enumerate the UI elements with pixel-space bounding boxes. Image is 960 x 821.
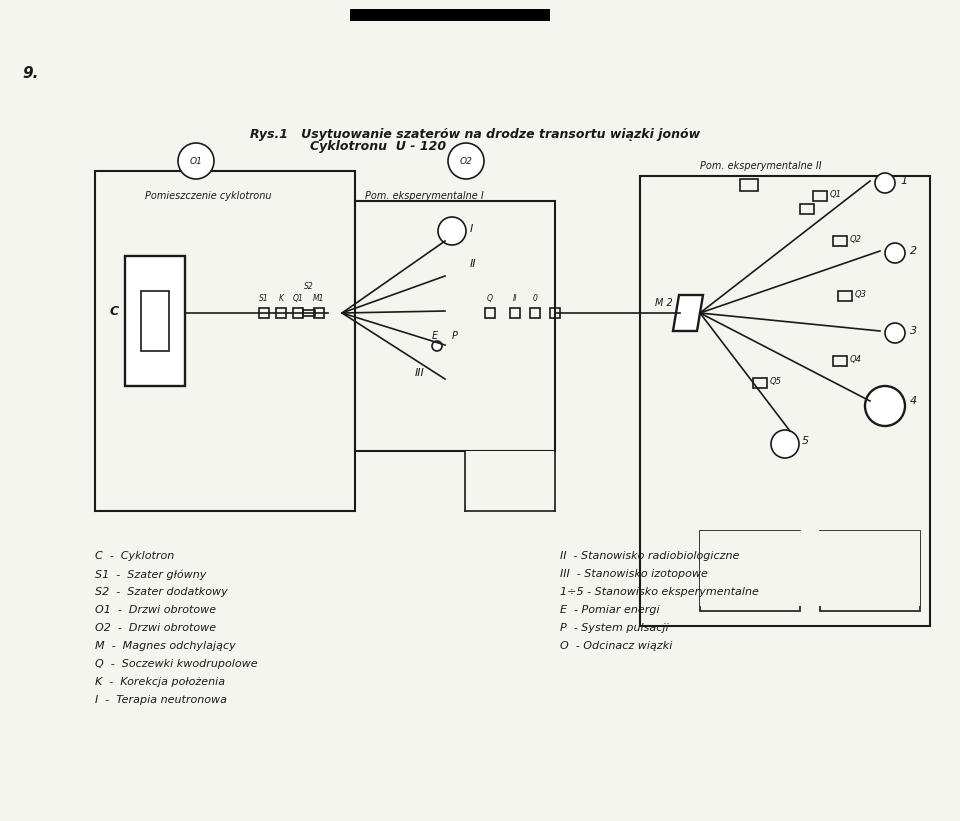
Bar bbox=[820, 531, 920, 611]
Bar bbox=[838, 291, 852, 301]
Text: S2  -  Szater dodatkowy: S2 - Szater dodatkowy bbox=[95, 587, 228, 597]
Text: Cyklotronu  U - 120: Cyklotronu U - 120 bbox=[310, 140, 446, 153]
Circle shape bbox=[438, 217, 466, 245]
Bar bbox=[833, 236, 847, 246]
Text: Q2: Q2 bbox=[850, 235, 862, 244]
Text: II  - Stanowisko radiobiologiczne: II - Stanowisko radiobiologiczne bbox=[560, 551, 739, 561]
Text: M  -  Magnes odchylający: M - Magnes odchylający bbox=[95, 641, 236, 651]
Text: Pom. eksperymentalne I: Pom. eksperymentalne I bbox=[365, 191, 484, 201]
Circle shape bbox=[885, 243, 905, 263]
Bar bbox=[800, 204, 814, 214]
Polygon shape bbox=[673, 295, 703, 331]
Text: 4: 4 bbox=[910, 396, 917, 406]
Text: Q1: Q1 bbox=[293, 294, 303, 303]
Text: C  -  Cyklotron: C - Cyklotron bbox=[95, 551, 175, 561]
Text: S2: S2 bbox=[304, 282, 314, 291]
Text: S1  -  Szater główny: S1 - Szater główny bbox=[95, 569, 206, 580]
Text: I: I bbox=[470, 224, 473, 234]
Text: Q4: Q4 bbox=[850, 355, 862, 364]
Text: P: P bbox=[452, 331, 458, 341]
Text: O2  -  Drzwi obrotowe: O2 - Drzwi obrotowe bbox=[95, 623, 216, 633]
Text: E: E bbox=[432, 331, 438, 341]
Text: 5: 5 bbox=[802, 436, 809, 446]
Circle shape bbox=[432, 341, 442, 351]
Text: Pomieszczenie cyklotronu: Pomieszczenie cyklotronu bbox=[145, 191, 272, 201]
Text: S1: S1 bbox=[259, 294, 269, 303]
Text: M1: M1 bbox=[313, 294, 324, 303]
Circle shape bbox=[771, 430, 799, 458]
Circle shape bbox=[865, 386, 905, 426]
Text: Rys.1   Usytuowanie szaterów na drodze transortu wiązki jonów: Rys.1 Usytuowanie szaterów na drodze tra… bbox=[250, 128, 700, 141]
Text: M 2: M 2 bbox=[655, 298, 673, 308]
Text: Q1: Q1 bbox=[830, 190, 842, 199]
Circle shape bbox=[875, 173, 895, 193]
Text: K: K bbox=[278, 294, 283, 303]
Bar bbox=[355, 201, 555, 451]
Bar bbox=[350, 9, 550, 21]
Circle shape bbox=[885, 323, 905, 343]
Bar bbox=[465, 451, 555, 511]
Bar bbox=[813, 191, 827, 201]
Bar bbox=[259, 308, 269, 318]
Bar bbox=[550, 308, 560, 318]
Text: O1: O1 bbox=[189, 157, 203, 166]
Bar bbox=[293, 308, 303, 318]
Bar bbox=[700, 531, 800, 611]
Text: Pom. eksperymentalne II: Pom. eksperymentalne II bbox=[700, 161, 822, 171]
Bar bbox=[314, 308, 324, 318]
Bar bbox=[833, 356, 847, 366]
Text: Q3: Q3 bbox=[855, 290, 867, 299]
Text: O  - Odcinacz wiązki: O - Odcinacz wiązki bbox=[560, 641, 672, 651]
Text: O1  -  Drzwi obrotowe: O1 - Drzwi obrotowe bbox=[95, 605, 216, 615]
Text: II: II bbox=[513, 294, 517, 303]
Text: C: C bbox=[110, 305, 119, 318]
Bar bbox=[530, 308, 540, 318]
Text: Q5: Q5 bbox=[770, 377, 782, 386]
Polygon shape bbox=[141, 291, 169, 351]
Circle shape bbox=[448, 143, 484, 179]
Text: 1÷5 - Stanowisko eksperymentalne: 1÷5 - Stanowisko eksperymentalne bbox=[560, 587, 758, 597]
Text: E  - Pomiar energi: E - Pomiar energi bbox=[560, 605, 660, 615]
Bar bbox=[510, 308, 520, 318]
Bar bbox=[753, 378, 767, 388]
Text: Q: Q bbox=[487, 294, 493, 303]
Bar bbox=[276, 308, 286, 318]
Bar bbox=[303, 310, 315, 316]
Text: Q  -  Soczewki kwodrupolowe: Q - Soczewki kwodrupolowe bbox=[95, 659, 257, 669]
Text: 1: 1 bbox=[900, 176, 907, 186]
Text: P  - System pulsacji: P - System pulsacji bbox=[560, 623, 668, 633]
Bar bbox=[95, 171, 355, 511]
Bar bbox=[700, 531, 920, 606]
Text: 9.: 9. bbox=[22, 66, 38, 81]
Text: II: II bbox=[470, 259, 476, 269]
Text: O2: O2 bbox=[460, 157, 472, 166]
Text: 2: 2 bbox=[910, 246, 917, 256]
Bar bbox=[485, 308, 495, 318]
Polygon shape bbox=[125, 256, 185, 386]
Text: I  -  Terapia neutronowa: I - Terapia neutronowa bbox=[95, 695, 227, 705]
Text: 3: 3 bbox=[910, 326, 917, 336]
Text: 0: 0 bbox=[533, 294, 538, 303]
Circle shape bbox=[178, 143, 214, 179]
Text: III: III bbox=[415, 368, 424, 378]
Text: K  -  Korekcja położenia: K - Korekcja położenia bbox=[95, 677, 226, 687]
Bar bbox=[640, 176, 930, 626]
Bar bbox=[740, 179, 758, 191]
Text: III  - Stanowisko izotopowe: III - Stanowisko izotopowe bbox=[560, 569, 708, 579]
